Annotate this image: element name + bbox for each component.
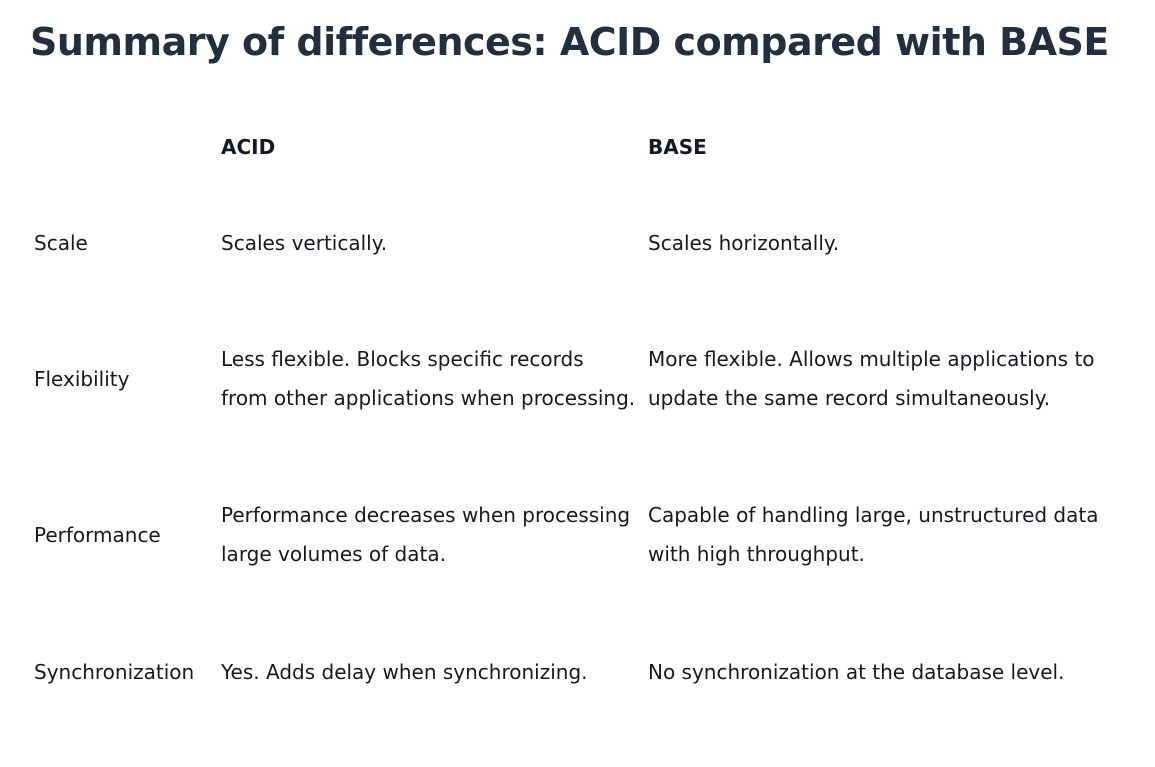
base-scale-cell: Scales horizontally.	[648, 231, 840, 255]
base-synchronization-cell: No synchronization at the database level…	[648, 659, 1065, 684]
table-row-performance: Performance Performance decreases when p…	[28, 457, 1112, 613]
table-row-synchronization: Synchronization Yes. Adds delay when syn…	[28, 613, 1112, 731]
header-acid: ACID	[221, 134, 276, 159]
header-empty-cell	[28, 108, 215, 186]
comparison-table: ACID BASE Scale Scales vertically. Scale…	[28, 108, 1112, 731]
acid-synchronization-cell: Yes. Adds delay when synchronizing.	[221, 659, 588, 684]
row-label-performance: Performance	[34, 522, 161, 547]
table-row-scale: Scale Scales vertically. Scales horizont…	[28, 186, 1112, 301]
page-title: Summary of differences: ACID compared wi…	[30, 20, 1109, 64]
acid-scale-cell: Scales vertically.	[221, 231, 388, 255]
row-label-synchronization: Synchronization	[34, 659, 195, 684]
base-flexibility-cell: More flexible. Allows multiple applicati…	[648, 347, 1095, 410]
header-base: BASE	[648, 134, 707, 159]
row-label-scale: Scale	[34, 231, 88, 255]
acid-performance-cell: Performance decreases when processing la…	[221, 503, 631, 566]
base-performance-cell: Capable of handling large, unstructured …	[648, 503, 1099, 566]
row-label-flexibility: Flexibility	[34, 366, 130, 391]
acid-flexibility-cell: Less flexible. Blocks specific records f…	[221, 347, 636, 410]
table-header-row: ACID BASE	[28, 108, 1112, 186]
table-row-flexibility: Flexibility Less flexible. Blocks specif…	[28, 301, 1112, 457]
